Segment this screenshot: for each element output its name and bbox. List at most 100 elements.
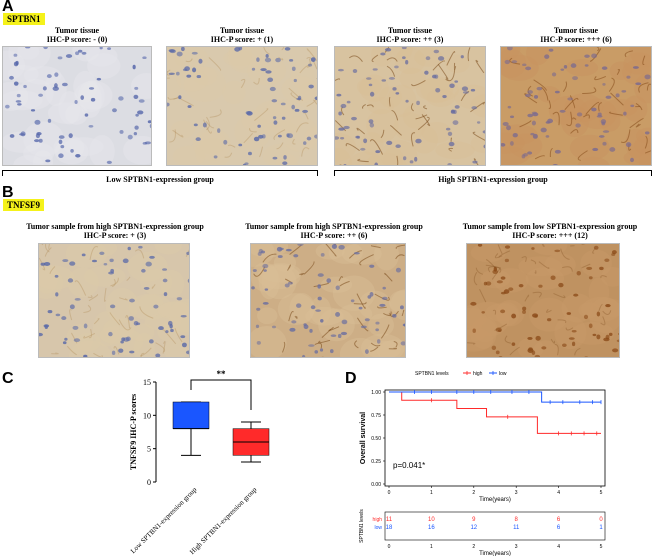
cell-nucleus [293,254,299,258]
membrane-stain [281,47,285,51]
cell-nucleus [291,320,297,324]
tissue-cell [174,47,209,70]
cell-nucleus [112,108,117,113]
tissue-cell [348,151,384,165]
membrane-stain [553,292,566,299]
tissue-cell [8,47,51,71]
membrane-stain [384,272,393,282]
cell-nucleus [375,150,381,154]
cell-nucleus [369,291,374,297]
cell-nucleus [15,100,22,103]
tissue-cell [7,64,39,83]
cell-nucleus [503,289,510,294]
cell-nucleus [592,147,599,152]
tissue-cell [23,142,55,164]
cell-nucleus [358,306,363,310]
tissue-cell [13,154,44,165]
tissue-cell [39,263,59,294]
cell-nucleus [338,244,345,250]
category-label: Low SPTBN1-expression group [129,485,199,555]
cell-nucleus [42,86,47,91]
cell-nucleus [392,87,397,91]
membrane-stain [624,50,633,58]
tissue-cell [133,332,155,357]
cell-nucleus [103,262,108,266]
cell-nucleus [60,144,65,149]
tissue-cell [290,59,315,90]
high-group-bracket [334,170,652,171]
cell-nucleus [314,96,317,101]
cell-nucleus [546,318,552,322]
cell-nucleus [525,66,532,71]
significance-bracket [190,379,252,410]
cell-nucleus [315,309,321,312]
membrane-stain [533,79,547,91]
tissue-cell [548,95,588,126]
cell-nucleus [158,326,164,331]
membrane-stain [519,120,532,128]
membrane-stain [321,326,334,339]
cell-nucleus [46,74,52,79]
cell-nucleus [518,284,524,288]
cell-nucleus [394,65,399,69]
cell-nucleus [187,105,192,108]
cell-nucleus [507,105,512,109]
cell-nucleus [127,134,133,140]
category-label: High SPTBN1-expression group [188,485,259,556]
cell-nucleus [491,345,497,351]
cell-nucleus [481,311,485,314]
cell-nucleus [504,245,511,249]
tissue-cell [393,112,426,141]
cell-nucleus [523,153,528,157]
tissue-cell [83,265,126,287]
cell-nucleus [34,119,41,125]
membrane-stain [534,155,545,160]
cell-nucleus [185,350,189,355]
plot-frame [384,389,606,487]
cell-nucleus [61,316,67,321]
cell-nucleus [602,83,606,86]
membrane-stain [361,104,366,109]
membrane-stain [448,147,453,152]
membrane-stain [240,78,246,89]
membrane-stain [203,119,212,134]
membrane-stain [401,309,405,317]
cell-nucleus [251,67,256,71]
membrane-stain [41,244,44,246]
cell-nucleus [284,283,290,288]
membrane-stain [583,114,590,119]
cell-nucleus [88,87,95,90]
cell-nucleus [196,74,202,79]
tissue-cell [341,244,382,265]
membrane-stain [205,116,210,131]
cell-nucleus [125,336,131,342]
cell-nucleus [545,135,550,138]
membrane-stain [167,96,179,100]
membrane-stain [560,248,570,260]
cell-nucleus [184,66,190,72]
cell-nucleus [402,56,406,60]
cell-nucleus [507,47,513,51]
cell-nucleus [36,131,42,136]
cell-nucleus [623,111,627,116]
x-tick-label: 1 [430,490,433,496]
panel-b-caption-1: Tumor sample from high SPTBN1-expression… [26,222,204,240]
tissue-cell [467,304,484,336]
tissue-cell [137,294,165,317]
cell-nucleus [293,78,297,83]
cell-nucleus [618,332,619,336]
tissue-cell [470,244,506,263]
cell-nucleus [433,49,440,54]
membrane-stain [504,335,511,344]
survival-chart: SPTBN1 levels high low 0.00 0.25 0.50 0.75 1.00… [359,371,606,556]
cell-nucleus [43,47,48,50]
tissue-cell [258,265,280,300]
membrane-stain [339,164,342,165]
membrane-stain [140,352,145,357]
membrane-stain [446,51,456,66]
membrane-stain [345,143,360,152]
cell-nucleus [308,344,315,347]
cell-nucleus [415,138,422,144]
cell-nucleus [289,327,296,332]
cell-nucleus [317,284,321,289]
